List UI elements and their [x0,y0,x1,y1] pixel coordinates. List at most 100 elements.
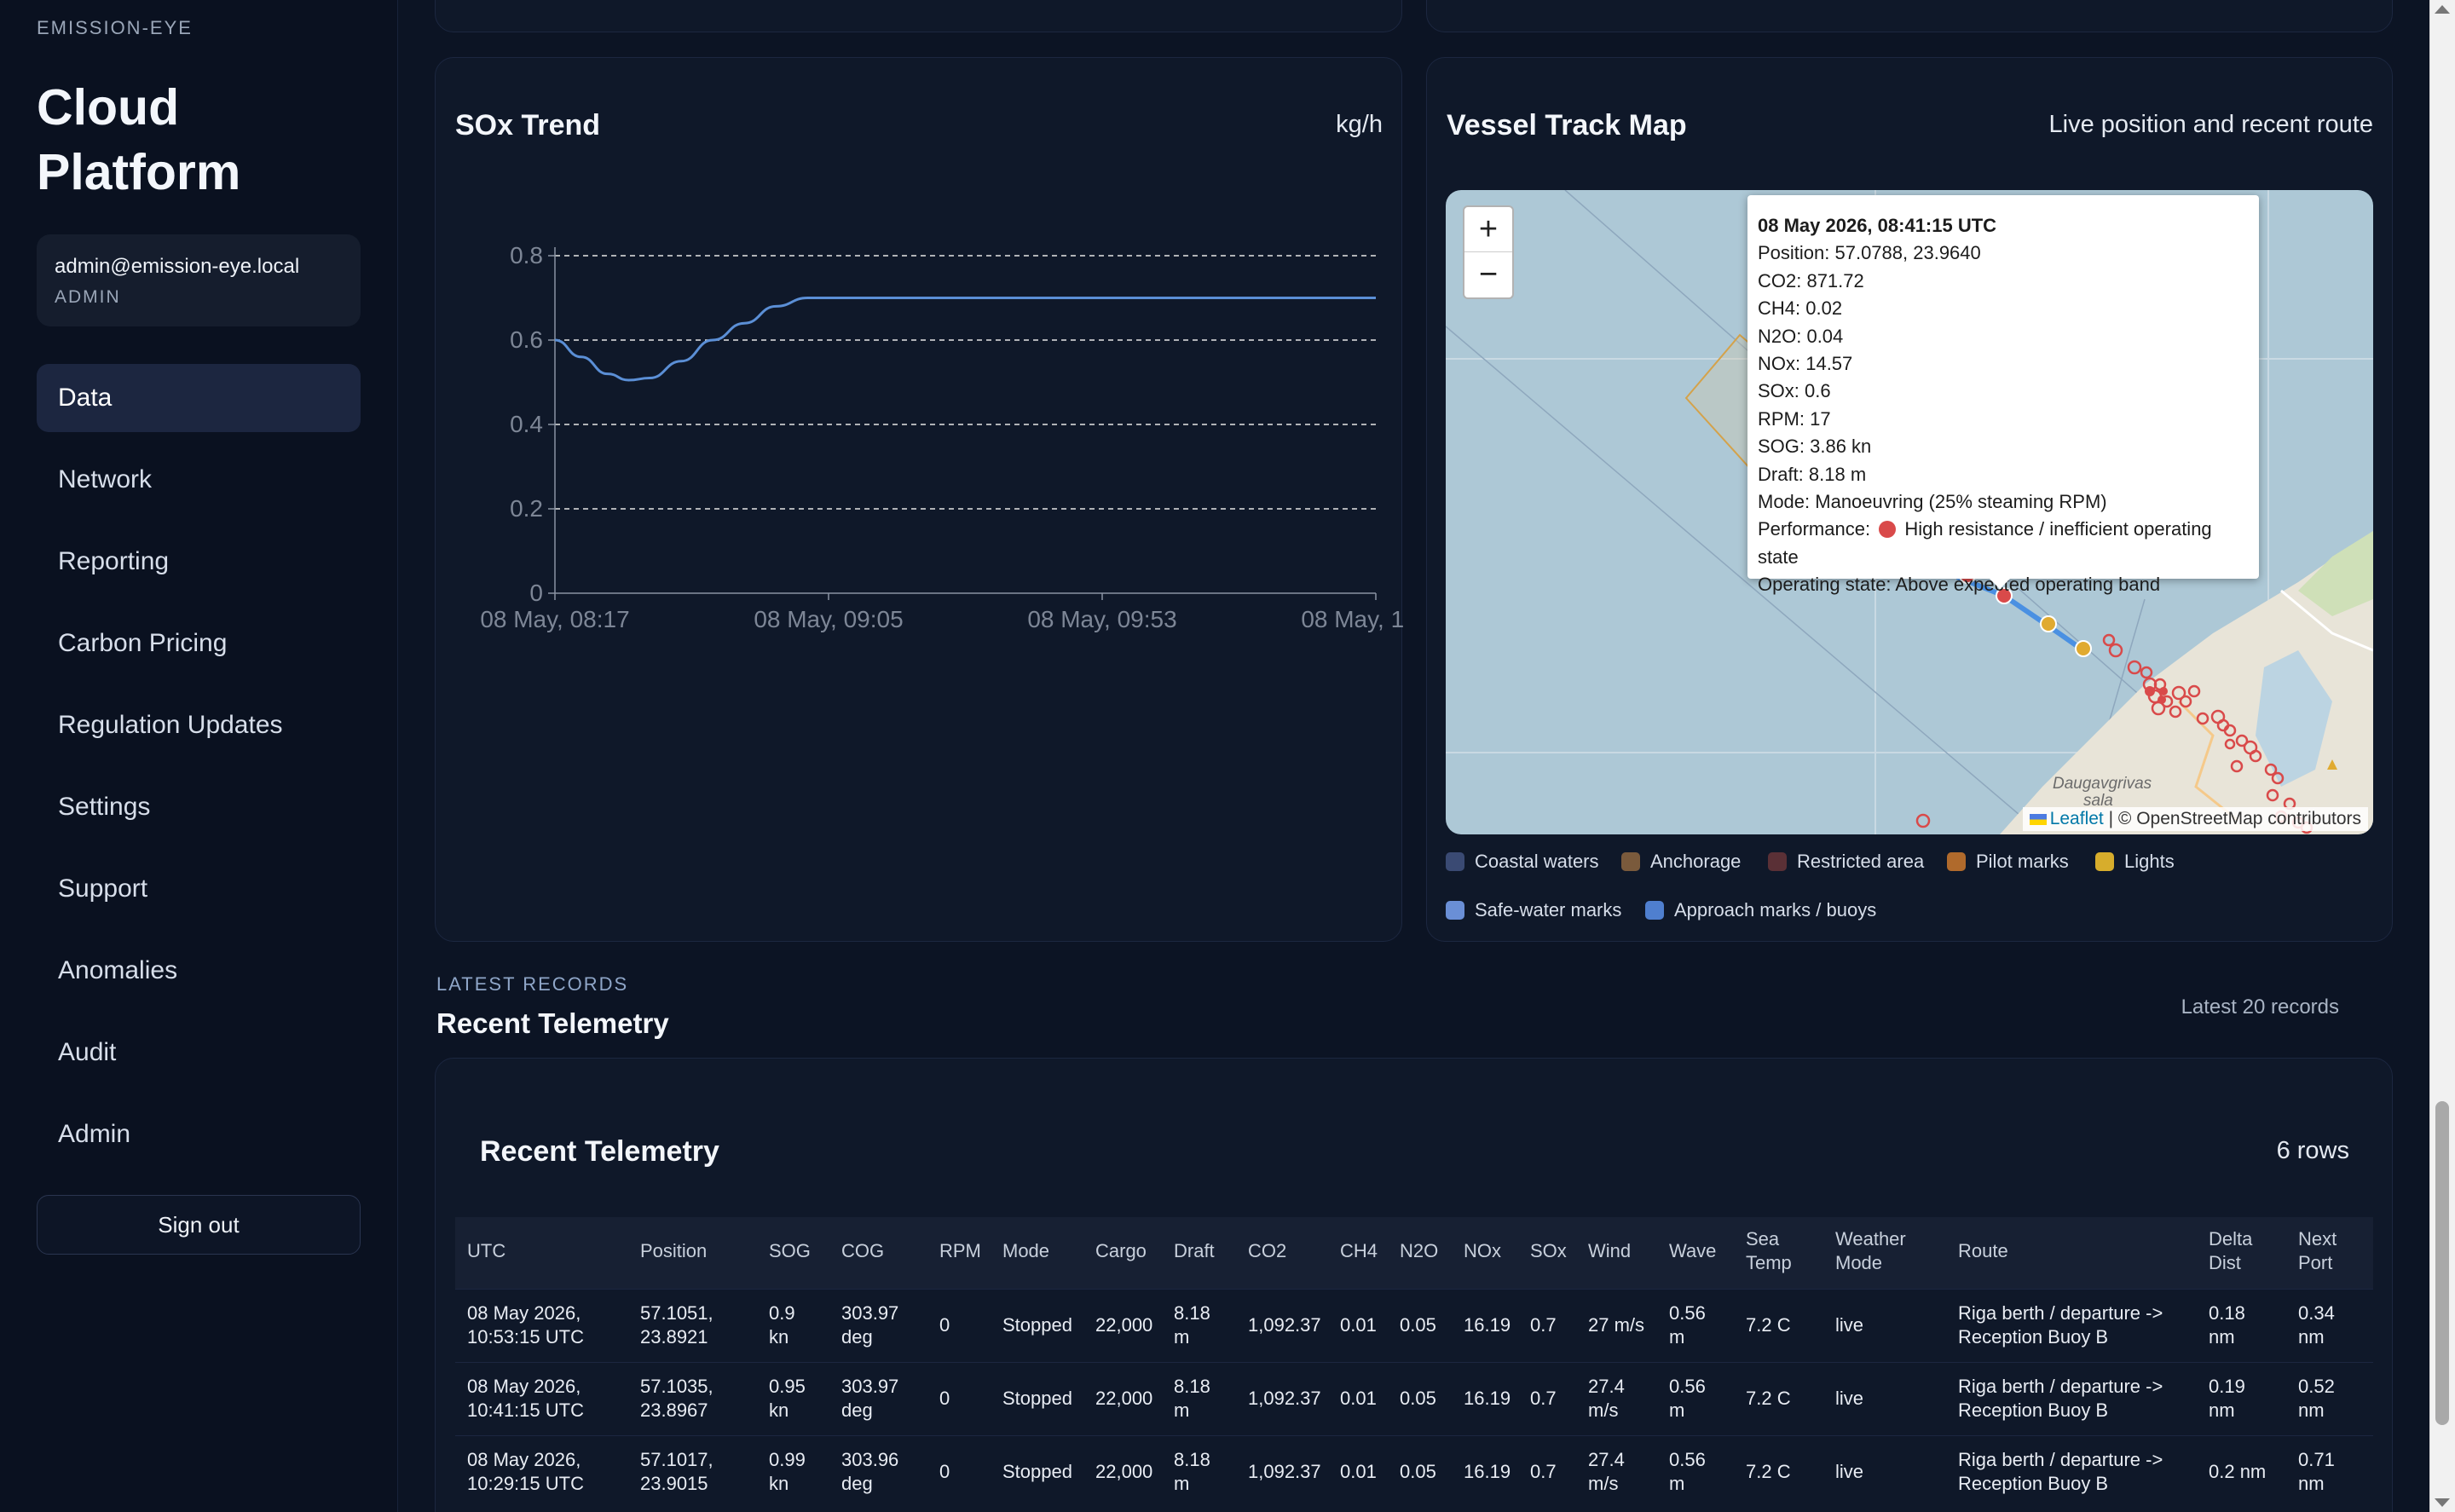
telemetry-row-count: 6 rows [2276,1137,2349,1164]
table-cell: 16.19 [1464,1388,1511,1409]
legend-anchorage: Anchorage [1621,851,1741,873]
sox-trend-unit: kg/h [1336,111,1383,138]
popup-tip [1988,577,2012,589]
table-cell: 1,092.37 [1248,1388,1321,1409]
user-card: admin@emission-eye.local ADMIN [37,234,361,326]
table-column-header[interactable]: COG [841,1240,885,1261]
table-column-header[interactable]: CO2 [1248,1240,1287,1261]
table-column-header[interactable]: Next Port [2298,1228,2337,1273]
table-column-header[interactable]: SOG [769,1240,811,1261]
popup-line: CH4: 0.02 [1758,297,1843,320]
light-marker [2327,759,2337,770]
table-cell: 57.1017, 23.9015 [640,1449,713,1494]
table-cell: 0.05 [1400,1314,1436,1336]
table-column-header[interactable]: Cargo [1095,1240,1147,1261]
table-column-header[interactable]: Wave [1669,1240,1717,1261]
zoom-in-button[interactable]: + [1464,207,1512,252]
nav-item-support[interactable]: Support [58,874,148,903]
nav-item-settings[interactable]: Settings [58,793,151,821]
brand-tag: EMISSION-EYE [37,17,193,38]
page-scrollbar[interactable] [2429,0,2455,1512]
legend-swatch [1768,852,1787,871]
nav-item-anomalies[interactable]: Anomalies [58,956,178,984]
harbour-water [2256,650,2332,787]
zoom-out-button[interactable]: − [1478,257,1499,292]
table-cell: 0.2 nm [2209,1461,2267,1482]
legend-swatch [1947,852,1966,871]
chart-y-tick-label: 0.2 [510,495,543,522]
popup-line: SOG: 3.86 kn [1758,436,1872,458]
previous-card-right [1426,0,2393,32]
legend-swatch [1621,852,1640,871]
popup-line: NOx: 14.57 [1758,353,1853,375]
nav-item-audit[interactable]: Audit [58,1038,117,1066]
table-cell: Stopped [1002,1388,1072,1409]
legend-swatch [1645,901,1664,920]
table-cell: 0.9 kn [769,1302,795,1348]
table-cell: 22,000 [1095,1388,1153,1409]
table-cell: 0.7 [1530,1314,1557,1336]
table-column-header[interactable]: Delta Dist [2209,1228,2253,1273]
table-row-separator [455,1362,2373,1363]
table-cell: 0.34 nm [2298,1302,2335,1348]
table-cell: 8.18 m [1174,1449,1210,1494]
popup-line: SOx: 0.6 [1758,380,1831,402]
sox-trend-title: SOx Trend [455,109,601,141]
vessel-track-map[interactable]: Daugavgrivas sala + − 08 May 2026, 08:41… [1446,190,2373,834]
table-cell: 08 May 2026, 10:53:15 UTC [467,1302,584,1348]
sign-out-button[interactable]: Sign out [37,1195,361,1255]
table-cell: 0.01 [1340,1314,1377,1336]
route-point[interactable] [2075,640,2092,657]
legend-swatch [2095,852,2114,871]
table-column-header[interactable]: Mode [1002,1240,1050,1261]
legend-pilot-marks: Pilot marks [1947,851,2069,873]
user-role: ADMIN [55,287,121,307]
table-row-separator [455,1435,2373,1436]
table-column-header[interactable]: UTC [467,1240,506,1261]
ukraine-flag-icon [2029,814,2047,825]
table-column-header[interactable]: Draft [1174,1240,1215,1261]
legend-swatch [1446,852,1464,871]
nav-item-network[interactable]: Network [58,465,153,493]
table-cell: 22,000 [1095,1461,1153,1482]
table-column-header[interactable]: CH4 [1340,1240,1378,1261]
table-cell: 27.4 m/s [1588,1449,1625,1494]
nav-item-admin[interactable]: Admin [58,1120,131,1148]
performance-status-icon [1879,521,1897,539]
vessel-route [1955,574,2082,651]
nav-item-data[interactable]: Data [37,364,361,432]
scroll-down-icon[interactable] [2435,1498,2450,1507]
nav-item-regulation-updates[interactable]: Regulation Updates [58,711,283,739]
table-column-header[interactable]: SOx [1530,1240,1567,1261]
table-column-header[interactable]: Position [640,1240,708,1261]
records-eyebrow: LATEST RECORDS [436,973,629,995]
buoy-markers [2145,686,2168,704]
table-column-header[interactable]: Route [1958,1240,2008,1261]
leaflet-link[interactable]: Leaflet [2049,809,2104,828]
fairway-line [1446,326,2043,834]
table-cell: 0.52 nm [2298,1376,2335,1421]
nav-item-carbon-pricing[interactable]: Carbon Pricing [58,629,228,657]
table-column-header[interactable]: RPM [939,1240,981,1261]
road [2280,589,2373,652]
table-cell: Riga berth / departure -> Reception Buoy… [1958,1449,2163,1494]
legend-approach-marks: Approach marks / buoys [1645,899,1876,921]
route-point[interactable] [2040,615,2057,632]
table-cell: 0.05 [1400,1461,1436,1482]
scroll-up-icon[interactable] [2435,5,2450,14]
place-label: sala [2083,792,2113,810]
scrollbar-thumb[interactable] [2435,1101,2449,1425]
table-column-header[interactable]: Wind [1588,1240,1632,1261]
chart-x-tick-label: 08 May, 09:05 [754,606,903,632]
table-column-header[interactable]: Weather Mode [1835,1228,1906,1273]
popup-line: Mode: Manoeuvring (25% steaming RPM) [1758,491,2107,513]
table-column-header[interactable]: N2O [1400,1240,1439,1261]
sox-trend-chart: 0 0.2 0.4 0.6 0.8 08 May, 08:17 08 May, 09:05 0… [480,242,1403,632]
table-column-header[interactable]: Sea Temp [1746,1228,1792,1273]
popup-line: Draft: 8.18 m [1758,463,1867,485]
records-heading: Recent Telemetry [436,1007,669,1039]
table-cell: 7.2 C [1746,1461,1791,1482]
nav-item-reporting[interactable]: Reporting [58,547,170,575]
table-cell: 8.18 m [1174,1302,1210,1348]
table-column-header[interactable]: NOx [1464,1240,1501,1261]
